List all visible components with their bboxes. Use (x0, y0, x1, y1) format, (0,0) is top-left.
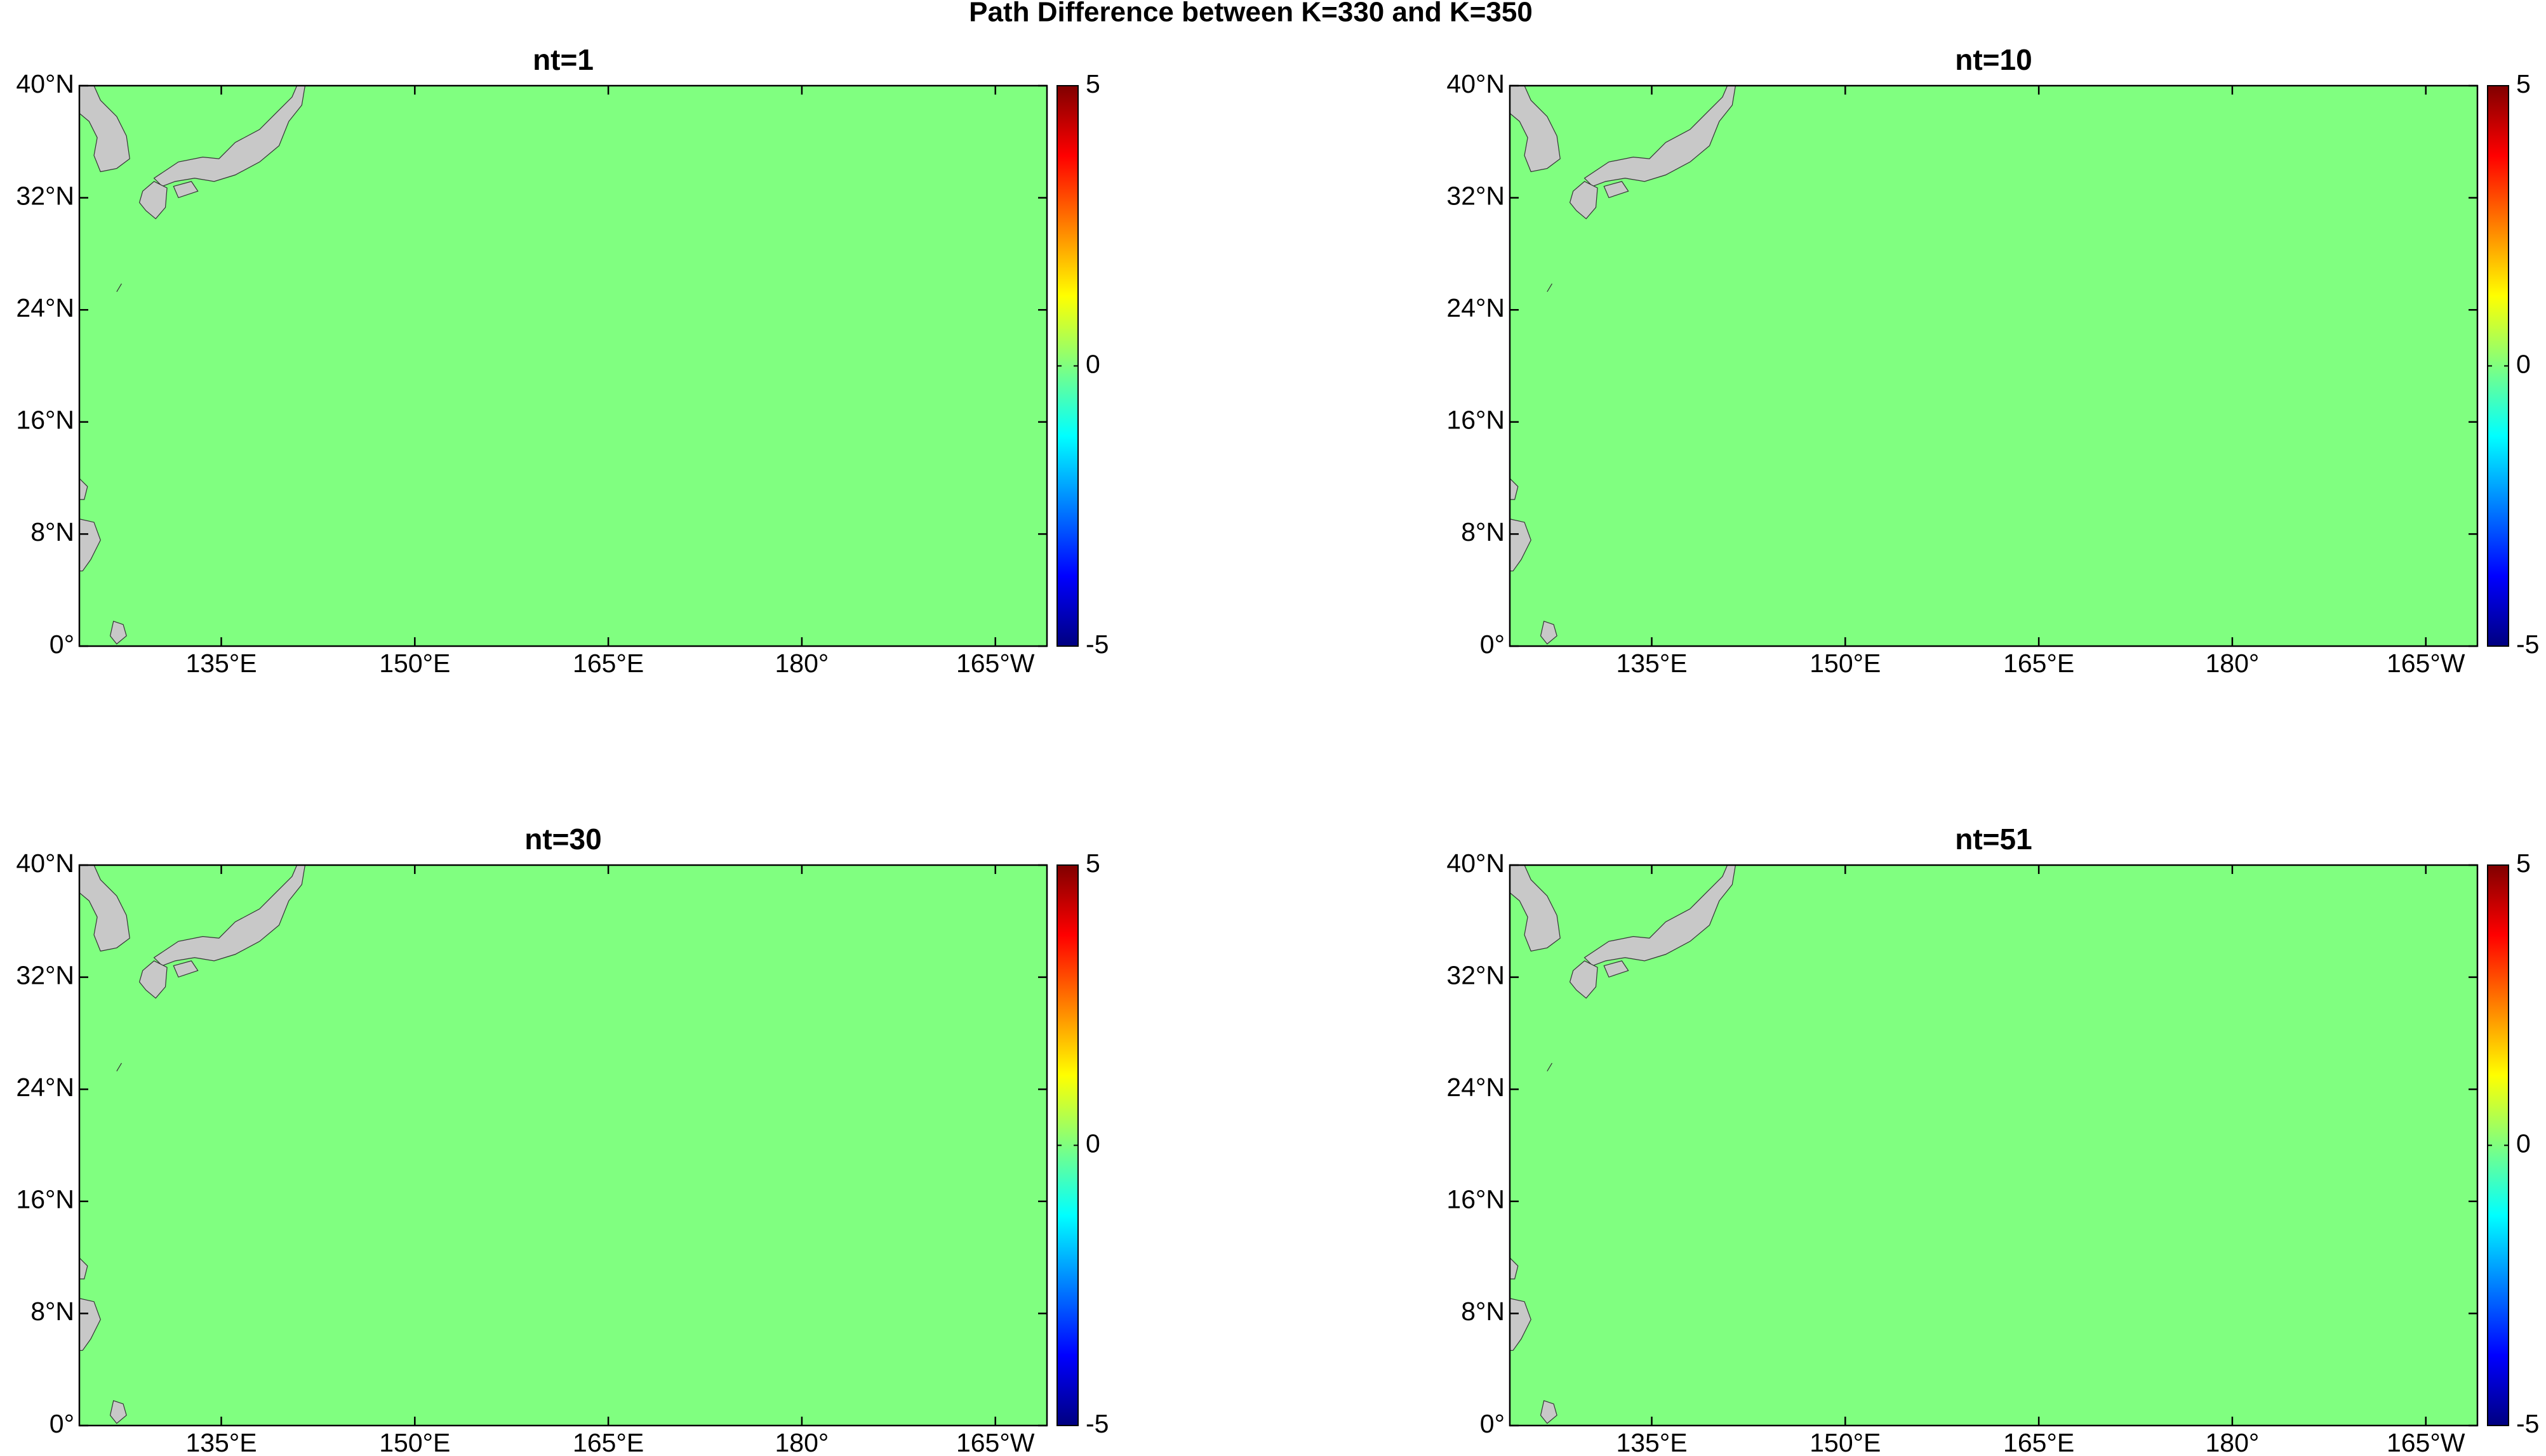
panel-title: nt=1 (533, 43, 594, 76)
lat-tick-label: 40°N (16, 849, 74, 878)
lat-tick-label: 32°N (1446, 181, 1505, 210)
lon-tick-label: 135°E (185, 649, 257, 678)
lat-tick-label: 8°N (1461, 1297, 1505, 1326)
lon-tick-label: 135°E (1616, 1428, 1687, 1456)
lon-tick-label: 165°E (2003, 649, 2074, 678)
lat-tick-label: 0° (1480, 630, 1505, 659)
lat-tick-label: 0° (1480, 1409, 1505, 1438)
colorbar-tick-label: -5 (1086, 1409, 1109, 1438)
lon-tick-label: 180° (2206, 1428, 2260, 1456)
colorbar-tick-label: -5 (1086, 630, 1109, 659)
lat-tick-label: 40°N (16, 69, 74, 98)
lon-tick-label: 165°W (2387, 1428, 2465, 1456)
field (79, 865, 1047, 1426)
lat-tick-label: 8°N (30, 1297, 74, 1326)
lon-tick-label: 165°W (956, 1428, 1035, 1456)
colorbar-tick-label: 5 (1086, 849, 1100, 878)
lon-tick-label: 150°E (379, 649, 450, 678)
lon-tick-label: 165°W (2387, 649, 2465, 678)
colorbar-tick-label: 0 (1086, 349, 1100, 378)
colorbar-tick-label: 0 (2516, 1128, 2531, 1158)
lon-tick-label: 165°E (573, 1428, 644, 1456)
lat-tick-label: 32°N (1446, 960, 1505, 989)
lon-tick-label: 165°E (573, 649, 644, 678)
panel-title: nt=10 (1955, 43, 2032, 76)
lat-tick-label: 40°N (1446, 849, 1505, 878)
colorbar-tick-label: 5 (1086, 69, 1100, 98)
lon-tick-label: 180° (2206, 649, 2260, 678)
colorbar-tick-label: -5 (2516, 1409, 2539, 1438)
colorbar-tick-label: -5 (2516, 630, 2539, 659)
figure-title: Path Difference between K=330 and K=350 (969, 0, 1533, 28)
lat-tick-label: 16°N (1446, 1185, 1505, 1214)
lon-tick-label: 135°E (1616, 649, 1687, 678)
lon-tick-label: 150°E (379, 1428, 450, 1456)
lat-tick-label: 8°N (1461, 517, 1505, 546)
lat-tick-label: 24°N (16, 1073, 74, 1102)
lon-tick-label: 180° (775, 1428, 829, 1456)
panel-title: nt=51 (1955, 823, 2032, 856)
colorbar-tick-label: 0 (1086, 1128, 1100, 1158)
lat-tick-label: 16°N (16, 1185, 74, 1214)
axes-frame (1509, 864, 2479, 1427)
colorbar-tick-label: 5 (2516, 69, 2531, 98)
lon-tick-label: 135°E (185, 1428, 257, 1456)
lat-tick-label: 8°N (30, 517, 74, 546)
lon-tick-label: 150°E (1810, 1428, 1881, 1456)
lon-tick-label: 165°W (956, 649, 1035, 678)
lat-tick-label: 24°N (1446, 1073, 1505, 1102)
panel-title: nt=30 (524, 823, 601, 856)
lon-tick-label: 150°E (1810, 649, 1881, 678)
lat-tick-label: 16°N (1446, 406, 1505, 435)
axes-frame (78, 84, 1048, 647)
lat-tick-label: 24°N (1446, 293, 1505, 322)
field (79, 86, 1047, 646)
lat-tick-label: 40°N (1446, 69, 1505, 98)
lat-tick-label: 24°N (16, 293, 74, 322)
lat-tick-label: 16°N (16, 406, 74, 435)
lon-tick-label: 165°E (2003, 1428, 2074, 1456)
field (1510, 86, 2477, 646)
colorbar-tick-label: 0 (2516, 349, 2531, 378)
lat-tick-label: 0° (50, 630, 74, 659)
lon-tick-label: 180° (775, 649, 829, 678)
axes-frame (1509, 84, 2479, 647)
field (1510, 865, 2477, 1426)
lat-tick-label: 32°N (16, 181, 74, 210)
lat-tick-label: 0° (50, 1409, 74, 1438)
axes-frame (78, 864, 1048, 1427)
colorbar-tick-label: 5 (2516, 849, 2531, 878)
lat-tick-label: 32°N (16, 960, 74, 989)
